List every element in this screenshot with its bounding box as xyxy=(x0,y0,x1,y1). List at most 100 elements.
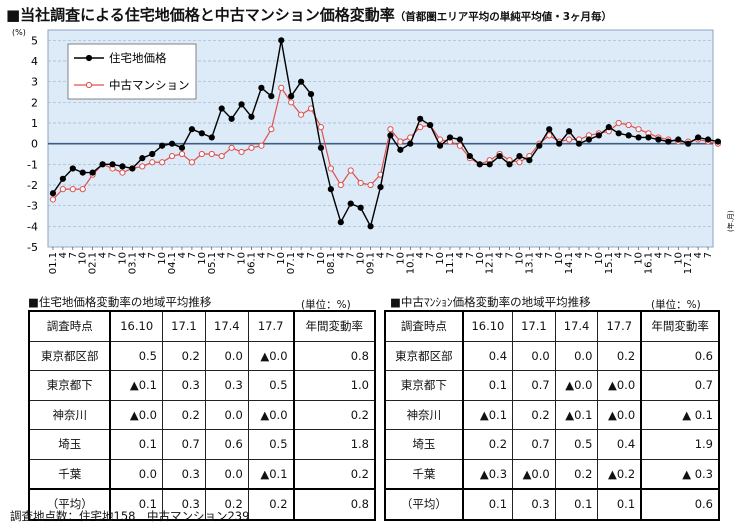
legend-condo-marker xyxy=(85,81,93,89)
land-price-point xyxy=(496,152,503,160)
condo-price-point xyxy=(168,152,176,160)
x-tick-label: 7 xyxy=(663,252,674,258)
value-cell: 0.2 xyxy=(161,399,206,430)
land-price-point xyxy=(198,130,205,137)
x-tick-label: 04.1 xyxy=(167,252,178,274)
x-tick-label: 10 xyxy=(197,252,208,265)
value-cell: ▲0.2 xyxy=(597,458,642,490)
land-price-point xyxy=(645,134,652,141)
table-header-cell: 年間変動率 xyxy=(292,310,377,342)
value-cell: 0.1 xyxy=(109,429,163,460)
value-cell: 0.6 xyxy=(640,340,720,371)
x-tick-label: 06.1 xyxy=(246,252,257,274)
legend-box xyxy=(67,43,197,100)
land-price-table: 調査時点 16.10 17.1 17.4 17.7 年間変動率 東京都区部 0.5 0.2 0.0… xyxy=(27,310,377,521)
value-cell: 0.8 xyxy=(292,340,377,371)
value-cell: 0.3 xyxy=(161,370,206,401)
land-price-point xyxy=(327,186,334,193)
value-cell: 0.8 xyxy=(292,488,377,521)
table-row: （平均） 0.1 0.3 0.2 0.2 0.8 xyxy=(27,488,377,521)
land-price-point xyxy=(367,223,374,230)
land-price-point xyxy=(288,93,295,100)
region-cell: 埼玉 xyxy=(27,429,111,460)
land-price-point xyxy=(248,113,255,120)
x-tick-label: 10 xyxy=(276,252,287,265)
land-price-point xyxy=(605,124,612,131)
value-cell: 0.7 xyxy=(512,370,556,401)
value-cell: 0.4 xyxy=(597,429,642,460)
land-price-point xyxy=(466,152,473,160)
table-row: 神奈川 ▲0.0 0.2 0.0 ▲0.0 0.2 xyxy=(27,399,377,430)
condo-price-point xyxy=(417,124,424,131)
land-price-point xyxy=(506,161,513,168)
value-cell: 0.5 xyxy=(554,429,599,460)
value-cell: 0.0 xyxy=(204,399,249,430)
land-price-point xyxy=(575,140,583,147)
land-price-point xyxy=(615,130,622,137)
y-tick-label: 4 xyxy=(31,55,38,68)
condo-price-point xyxy=(119,169,126,176)
land-price-point xyxy=(149,150,156,158)
land-price-point xyxy=(159,142,166,149)
value-cell: 0.2 xyxy=(512,399,556,430)
value-cell: 0.1 xyxy=(597,488,642,521)
x-tick-label: 10 xyxy=(237,252,248,265)
x-axis-unit: (年.月) xyxy=(726,210,735,232)
legend-condo-label: 中古マンション xyxy=(109,78,190,92)
table-header-cell: 17.7 xyxy=(597,310,642,342)
condo-price-point xyxy=(188,159,196,166)
y-axis-unit: (%) xyxy=(12,28,26,37)
land-price-point xyxy=(417,115,424,122)
land-price-point xyxy=(526,157,533,164)
x-tick-label: 11.1 xyxy=(445,252,456,274)
land-price-point xyxy=(89,169,96,176)
y-tick-label: -1 xyxy=(27,158,38,171)
value-cell: 0.2 xyxy=(161,340,206,371)
condo-price-table: 調査時点 16.10 17.1 17.4 17.7 年間変動率 東京都区部 0.4 0.0 0.0… xyxy=(384,310,720,521)
condo-price-point xyxy=(516,159,523,166)
land-price-point xyxy=(258,84,265,91)
x-tick-label: 15.1 xyxy=(604,252,615,274)
condo-price-point xyxy=(367,181,374,189)
land-price-point xyxy=(387,132,394,139)
x-tick-label: 7 xyxy=(108,252,119,258)
land-price-point xyxy=(119,163,126,170)
value-cell: ▲0.0 xyxy=(109,399,163,430)
x-tick-label: 12.1 xyxy=(485,252,496,274)
land-price-point xyxy=(238,101,245,108)
value-cell: 0.0 xyxy=(554,340,599,371)
land-price-point xyxy=(357,204,364,211)
land-price-point xyxy=(79,169,86,176)
x-tick-label: 10 xyxy=(554,252,565,265)
land-price-point xyxy=(516,152,523,160)
land-price-point xyxy=(307,90,315,98)
value-cell: ▲0.1 xyxy=(247,458,295,490)
land-table-title: ■住宅地価格変動率の地域平均推移 xyxy=(28,295,212,309)
table-header-cell: 17.4 xyxy=(204,310,249,342)
condo-price-point xyxy=(159,159,166,166)
x-tick-label: 10 xyxy=(356,252,367,265)
x-tick-label: 4 xyxy=(137,252,148,258)
condo-price-point xyxy=(59,186,66,193)
table-row: 東京都区部 0.5 0.2 0.0 ▲0.0 0.8 xyxy=(27,340,377,371)
condo-price-point xyxy=(268,126,275,133)
condo-price-point xyxy=(288,99,295,106)
x-tick-label: 01.1 xyxy=(48,252,59,274)
condo-price-point xyxy=(238,148,245,156)
value-cell: ▲0.0 xyxy=(247,399,295,430)
value-cell: 0.2 xyxy=(247,488,295,521)
land-price-point xyxy=(397,146,404,153)
x-tick-label: 7 xyxy=(624,252,635,258)
table-header-cell: 調査時点 xyxy=(384,310,464,342)
land-price-point xyxy=(714,138,722,145)
x-tick-label: 4 xyxy=(614,252,625,258)
value-cell: 0.1 xyxy=(461,488,514,521)
value-cell: ▲0.0 xyxy=(554,370,599,401)
value-cell: 0.3 xyxy=(161,458,206,490)
x-tick-label: 10 xyxy=(157,252,168,265)
x-tick-label: 10 xyxy=(475,252,486,265)
value-cell: ▲0.1 xyxy=(554,399,599,430)
x-tick-label: 7 xyxy=(584,252,595,258)
value-cell: 0.3 xyxy=(161,488,206,521)
